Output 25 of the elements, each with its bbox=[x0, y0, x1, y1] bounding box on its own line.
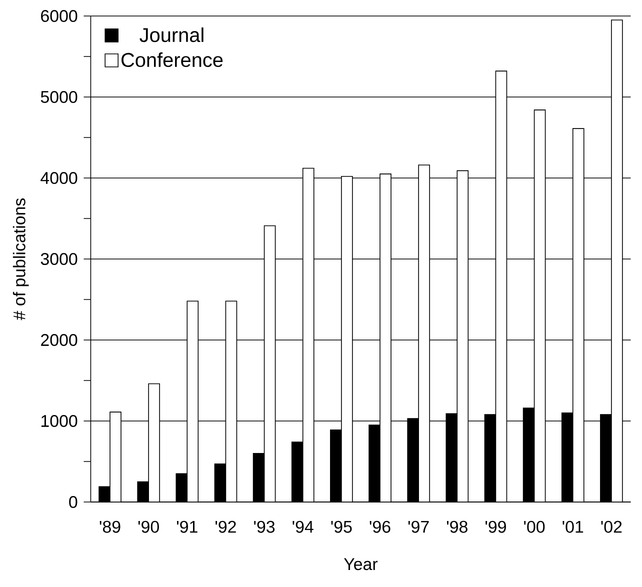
x-tick-label: '98 bbox=[446, 520, 468, 533]
legend-label: Journal bbox=[140, 27, 204, 42]
y-axis-title: # of publications bbox=[12, 198, 29, 320]
y-tick-label: 6000 bbox=[41, 10, 78, 22]
y-tick-label: 1000 bbox=[42, 414, 78, 427]
x-tick-label: '97 bbox=[408, 520, 429, 533]
y-tick-label: 3000 bbox=[40, 252, 78, 265]
y-tick-label: 4000 bbox=[40, 172, 78, 184]
x-tick-label: '94 bbox=[292, 520, 314, 533]
x-tick-label: '01 bbox=[562, 520, 584, 533]
x-tick-label: '00 bbox=[524, 520, 545, 533]
x-tick-label: '93 bbox=[254, 520, 275, 533]
x-tick-label: '99 bbox=[486, 520, 506, 533]
x-tick-label: '96 bbox=[370, 520, 390, 533]
x-tick-label: '02 bbox=[601, 520, 622, 533]
x-tick-label: '90 bbox=[138, 520, 159, 533]
y-tick-label: 5000 bbox=[40, 90, 78, 103]
x-tick-label: '92 bbox=[216, 520, 236, 533]
legend-label: Conference bbox=[122, 52, 223, 68]
x-axis-title: Year bbox=[344, 558, 378, 570]
x-tick-label: '95 bbox=[331, 520, 352, 533]
y-tick-label: 0 bbox=[69, 496, 78, 508]
x-tick-label: '91 bbox=[176, 520, 198, 533]
y-tick-label: 2000 bbox=[41, 334, 78, 346]
x-tick-label: '89 bbox=[100, 520, 120, 533]
